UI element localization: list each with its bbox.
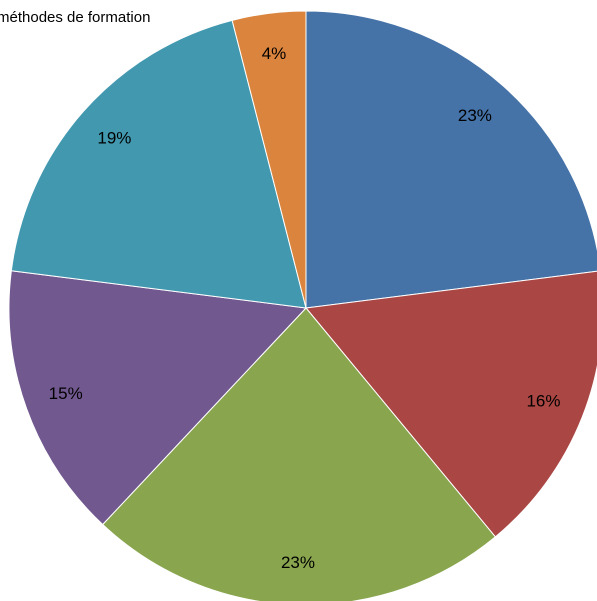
data-label: 23% [458, 106, 492, 125]
pie-slice [8, 270, 308, 526]
chart-title: méthodes de formation [0, 9, 150, 26]
pie-slice [101, 307, 497, 601]
data-label: 15% [49, 384, 83, 403]
pie-slice [305, 270, 597, 538]
pie-slice [10, 19, 307, 309]
data-label: 16% [526, 392, 560, 411]
data-label: 23% [281, 553, 315, 572]
data-label: 4% [262, 44, 287, 63]
pie-slice [231, 10, 307, 309]
pie-slice [305, 10, 597, 309]
pie [8, 10, 597, 601]
data-label: 19% [97, 129, 131, 148]
